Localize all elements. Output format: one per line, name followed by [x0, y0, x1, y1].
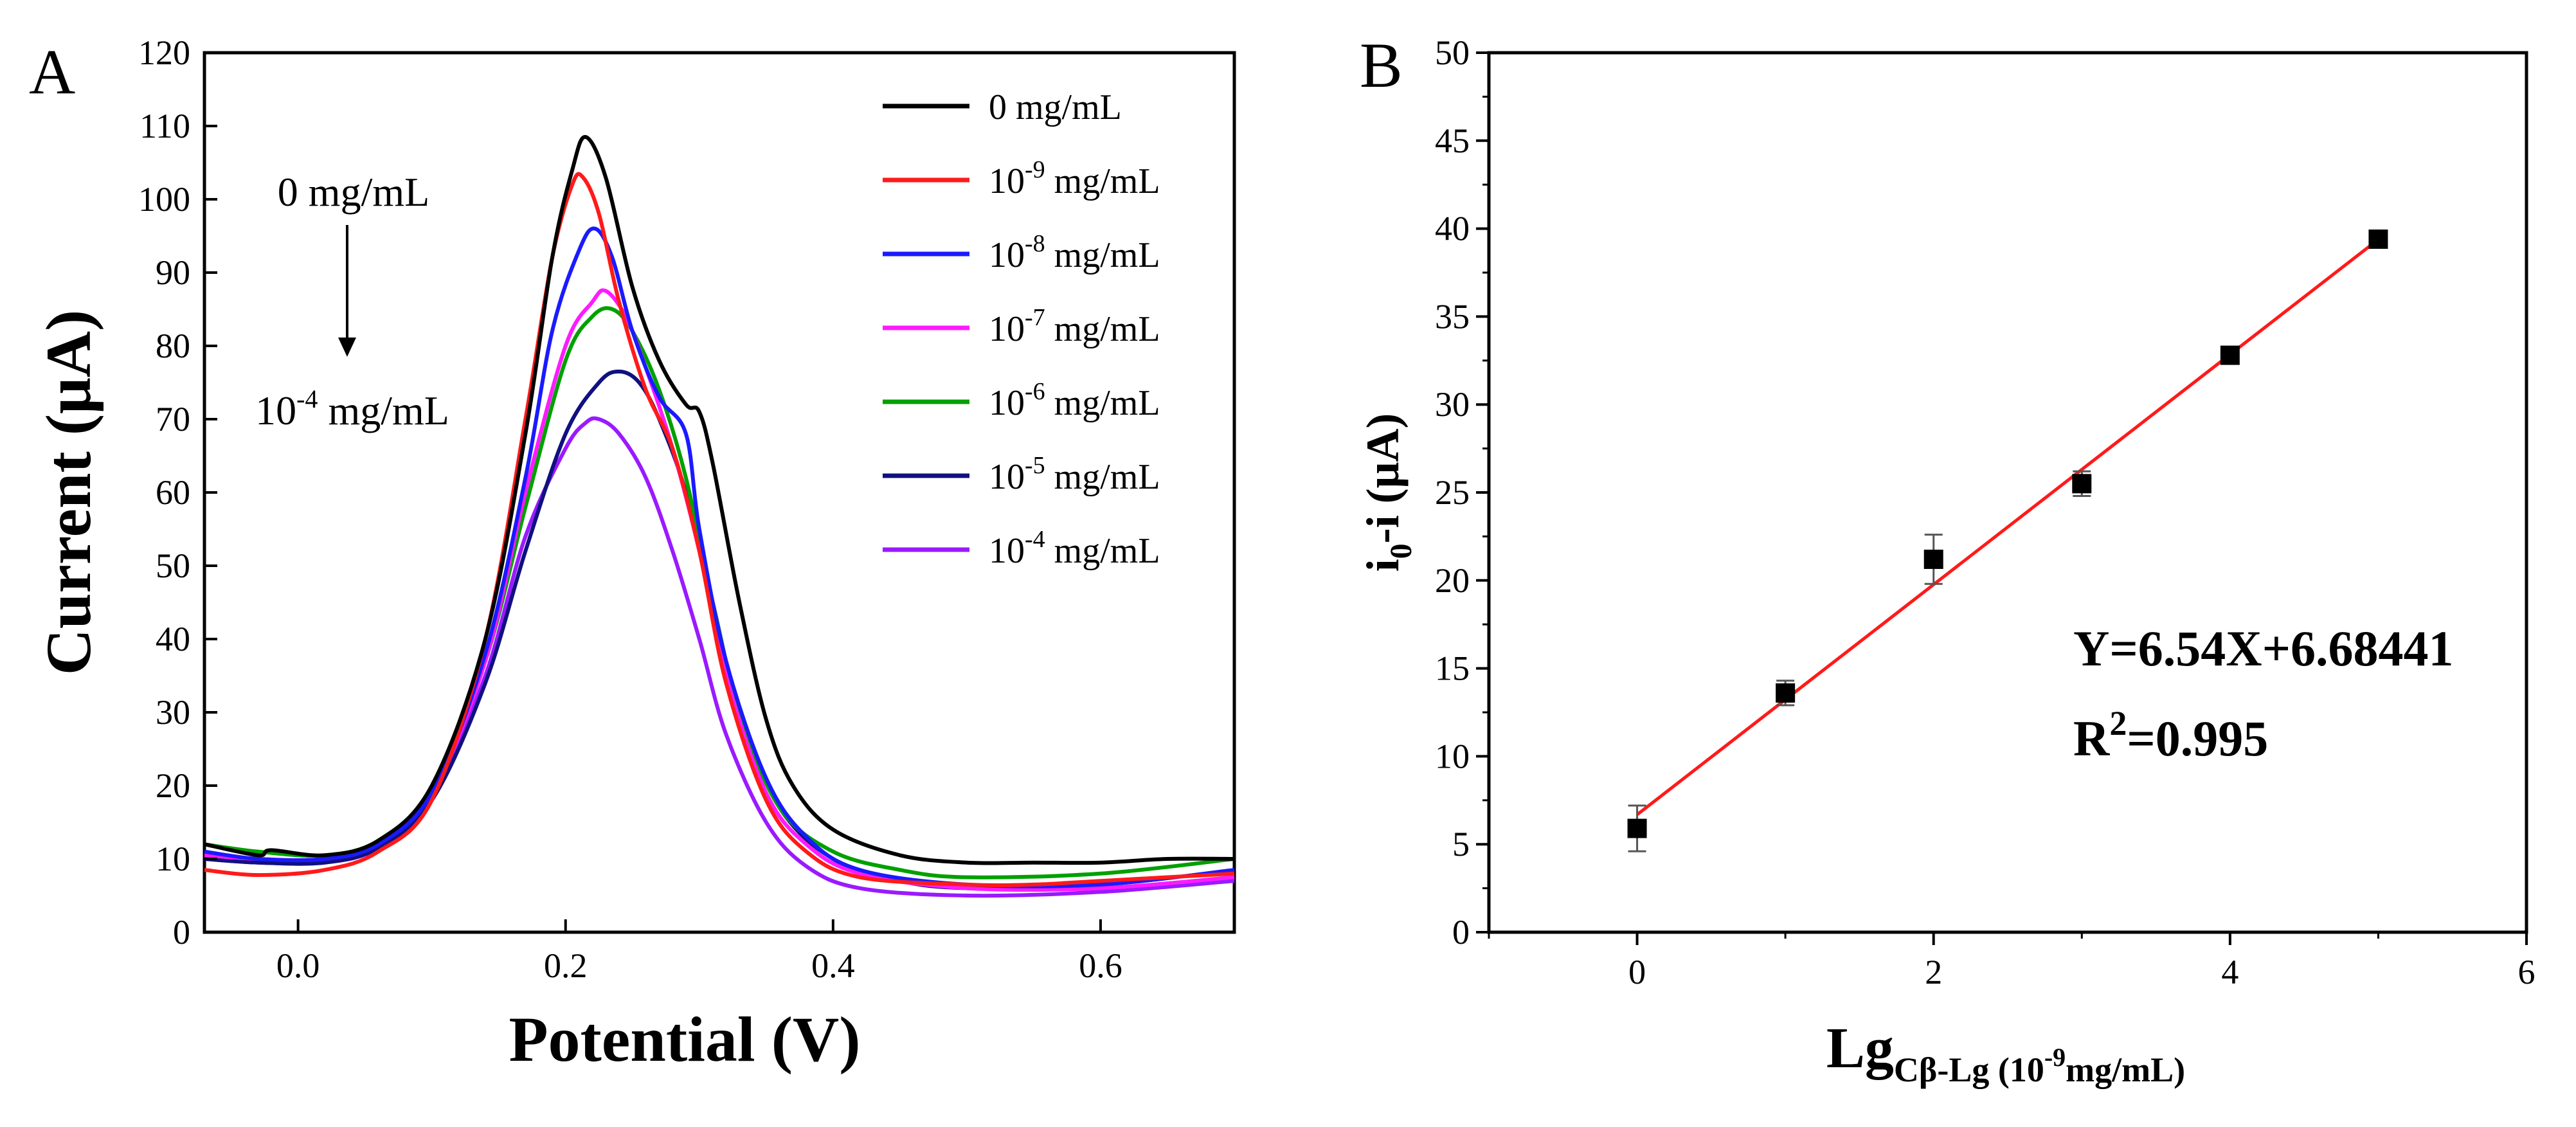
- annotation-arrow-head-icon: [338, 338, 356, 357]
- legend-label-1: 10-9 mg/mL: [989, 156, 1160, 201]
- panel-a-y-axis-label: Current (μA): [33, 310, 104, 676]
- series-line-3: [204, 288, 1235, 892]
- panel-a-label: A: [29, 36, 75, 107]
- y-tick-label: 40: [1435, 210, 1470, 248]
- y-tick-label: 0: [1452, 913, 1470, 951]
- y-tick-label: 5: [1452, 825, 1470, 863]
- data-point-0: [1627, 818, 1647, 838]
- series-line-0: [204, 135, 1235, 865]
- y-tick-label: 30: [156, 693, 190, 732]
- y-tick-label: 40: [156, 620, 190, 658]
- fit-equation: Y=6.54X+6.68441: [2073, 620, 2454, 676]
- panel-b: B 0 5 10 15 20 25 30 35 40 45 50 0 2 4 6 Y=6.54X+6.68…: [1357, 30, 2535, 1089]
- panel-b-y-axis-label: i0-i (μA): [1357, 413, 1418, 572]
- legend-label-4: 10-6 mg/mL: [989, 378, 1160, 423]
- x-tick-label: 0.2: [544, 946, 588, 985]
- panel-b-x-ticks: 0 2 4 6: [1488, 932, 2535, 991]
- legend-label-0: 0 mg/mL: [989, 87, 1122, 127]
- y-tick-label: 70: [156, 400, 190, 438]
- x-tick-label: 0.4: [811, 946, 855, 985]
- y-tick-label: 35: [1435, 297, 1470, 336]
- panel-a-x-axis-label: Potential (V): [509, 1004, 860, 1075]
- data-point-4: [2220, 345, 2240, 365]
- panel-b-y-ticks: 0 5 10 15 20 25 30 35 40 45 50: [1435, 33, 1489, 951]
- panel-b-x-axis-label: LgCβ-Lg (10-9mg/mL): [1826, 1016, 2185, 1089]
- x-tick-label: 6: [2518, 953, 2535, 991]
- y-tick-label: 10: [156, 840, 190, 878]
- y-tick-label: 0: [173, 913, 190, 951]
- y-tick-label: 50: [156, 546, 190, 585]
- data-point-5: [2368, 230, 2388, 249]
- annotation-end-label: 10-4 mg/mL: [255, 384, 449, 433]
- annotation-start-label: 0 mg/mL: [278, 169, 429, 215]
- series-line-1: [204, 172, 1235, 887]
- y-tick-label: 30: [1435, 385, 1470, 424]
- y-tick-label: 90: [156, 253, 190, 292]
- data-point-1: [1776, 683, 1796, 703]
- y-tick-label: 60: [156, 473, 190, 512]
- y-tick-label: 100: [138, 180, 190, 219]
- panel-a: A 0 10 20 30 40 50 60 70 80 90 100 110 120 0.0 0.2 0.4…: [29, 33, 1236, 1075]
- panel-b-points: [1627, 230, 2388, 852]
- y-tick-label: 20: [1435, 561, 1470, 600]
- y-tick-label: 20: [156, 766, 190, 805]
- data-point-2: [1923, 549, 1943, 569]
- y-tick-label: 25: [1435, 473, 1470, 512]
- x-tick-label: 4: [2221, 953, 2238, 991]
- legend-label-2: 10-8 mg/mL: [989, 230, 1160, 275]
- panel-b-label: B: [1360, 30, 1403, 101]
- series-line-2: [204, 226, 1235, 888]
- panel-b-fit: [1636, 238, 2379, 816]
- x-tick-label: 0.0: [276, 946, 320, 985]
- y-tick-label: 10: [1435, 737, 1470, 775]
- x-tick-label: 0.6: [1079, 946, 1122, 985]
- data-point-3: [2072, 474, 2092, 494]
- panel-b-plot-frame: [1487, 51, 2528, 934]
- y-tick-label: 110: [140, 107, 190, 145]
- x-tick-label: 0: [1628, 953, 1646, 991]
- legend-label-3: 10-7 mg/mL: [989, 304, 1160, 349]
- y-tick-label: 45: [1435, 122, 1470, 160]
- panel-a-legend: 0 mg/mL 10-9 mg/mL 10-8 mg/mL 10-7 mg/mL 10-…: [883, 87, 1160, 571]
- fit-line: [1636, 238, 2379, 816]
- panel-a-x-ticks: 0.0 0.2 0.4 0.6: [276, 919, 1122, 985]
- x-tick-label: 2: [1925, 953, 1942, 991]
- y-tick-label: 50: [1435, 33, 1470, 72]
- y-tick-label: 80: [156, 327, 190, 365]
- panel-a-y-ticks: 0 10 20 30 40 50 60 70 80 90 100 110 120: [138, 33, 217, 951]
- fit-r-squared: R2=0.995: [2073, 704, 2268, 766]
- legend-label-5: 10-5 mg/mL: [989, 452, 1160, 497]
- legend-label-6: 10-4 mg/mL: [989, 526, 1160, 571]
- y-tick-label: 15: [1435, 649, 1470, 688]
- panel-a-curves: [204, 135, 1235, 898]
- y-tick-label: 120: [138, 33, 190, 72]
